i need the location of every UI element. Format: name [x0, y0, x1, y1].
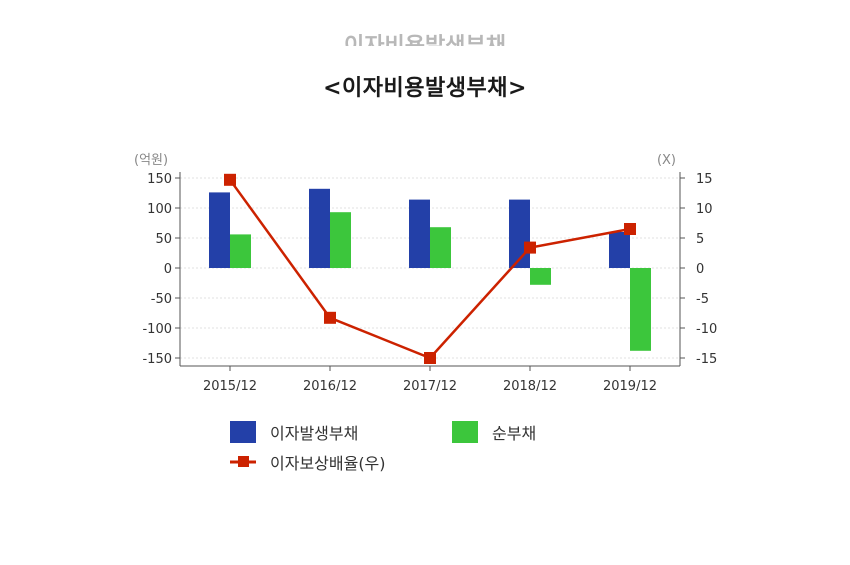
y-right-tick-label: -5 — [696, 292, 709, 307]
x-tick-label: 2016/12 — [303, 379, 357, 394]
y-right-tick-label: -15 — [696, 352, 717, 367]
line-point-marker — [324, 311, 336, 324]
legend-label: 이자보상배율(우) — [270, 454, 386, 473]
x-tick-label: 2018/12 — [503, 379, 557, 394]
bar-interest-debt — [409, 199, 430, 268]
x-tick-label: 2015/12 — [203, 379, 257, 394]
bar-interest-debt — [609, 232, 630, 268]
y-left-tick-label: 50 — [155, 232, 172, 247]
y-right-unit-label: (X) — [657, 153, 676, 168]
y-right-tick-label: -10 — [696, 322, 717, 337]
chart-title: <이자비용발생부채> — [323, 76, 527, 101]
y-left-tick-label: 0 — [164, 262, 172, 277]
legend-swatch-marker — [238, 456, 249, 467]
y-left-tick-label: -50 — [151, 292, 172, 307]
line-point-marker — [624, 223, 636, 235]
y-left-unit-label: (억원) — [134, 153, 168, 168]
bar-interest-debt — [309, 188, 330, 268]
y-left-tick-label: 100 — [147, 202, 172, 217]
legend-label: 이자발생부채 — [270, 424, 358, 443]
y-left-tick-label: -150 — [142, 352, 172, 367]
x-tick-label: 2017/12 — [403, 379, 457, 394]
y-left-tick-label: 150 — [147, 172, 172, 187]
y-left-tick-label: -100 — [142, 322, 172, 337]
legend-label: 순부채 — [492, 424, 536, 443]
x-tick-label: 2019/12 — [603, 379, 657, 394]
legend-swatch — [230, 421, 256, 443]
bar-net-debt — [330, 212, 351, 268]
line-point-marker — [424, 352, 436, 364]
bar-net-debt — [530, 268, 551, 285]
bar-net-debt — [230, 234, 251, 268]
ghost-title-text: 이자비용발생부채 — [0, 32, 850, 46]
y-right-tick-label: 0 — [696, 262, 704, 277]
line-point-marker — [524, 241, 536, 254]
y-right-tick-label: 5 — [696, 232, 704, 247]
y-right-tick-label: 15 — [696, 172, 713, 187]
bar-interest-debt — [209, 192, 230, 268]
bar-net-debt — [430, 227, 451, 268]
bar-net-debt — [630, 268, 651, 351]
legend-swatch — [452, 421, 478, 443]
y-right-tick-label: 10 — [696, 202, 713, 217]
line-point-marker — [224, 173, 236, 186]
ghost-title: 이자비용발생부채 — [0, 32, 850, 46]
